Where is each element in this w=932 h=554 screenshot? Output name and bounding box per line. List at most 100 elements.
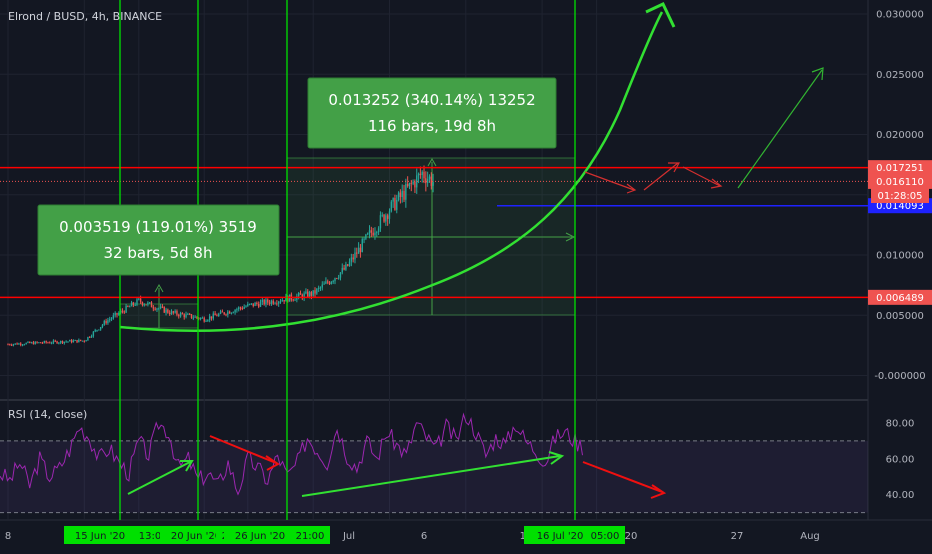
candle-body (397, 192, 400, 200)
candle-body (205, 320, 207, 322)
candle-body (232, 312, 234, 314)
candle-body (254, 302, 256, 307)
candle-body (14, 343, 16, 345)
candle-body (20, 343, 22, 345)
candle-body (261, 299, 264, 302)
candle-body (190, 314, 193, 318)
candle-body (49, 342, 51, 344)
annotation-1-line-2: 32 bars, 5d 8h (104, 244, 213, 262)
candle-body (92, 331, 95, 336)
candle-body (396, 199, 398, 210)
candle-body (167, 309, 169, 313)
candle-body (227, 311, 229, 315)
level-label-2: 0.014093 (876, 201, 924, 212)
candle-body (172, 311, 175, 313)
candle-body (30, 342, 33, 344)
time-badge-1 (64, 526, 136, 544)
measure-arrowhead-2h (565, 232, 576, 242)
candle-body (89, 336, 91, 338)
candle-body (7, 344, 9, 346)
candle-body (299, 293, 302, 295)
time-label-11: 05:00 (591, 531, 620, 542)
price-axis-label-2: 0.010000 (876, 251, 924, 262)
rsi-axis-label-1: 60.00 (886, 454, 915, 465)
candle-body (72, 340, 75, 343)
price-levels: 0.017251 0.016110 0.014093 0.006489 (0, 160, 932, 305)
candle-body (350, 257, 353, 262)
candle-body (212, 313, 214, 319)
candle-body (143, 304, 145, 306)
candle-body (132, 302, 135, 305)
candle-body (259, 301, 262, 307)
candle-body (247, 303, 249, 307)
candle-body (341, 267, 343, 273)
candle-body (277, 301, 280, 304)
candle-body (183, 314, 185, 318)
candle-body (130, 302, 133, 307)
axes: -0.0000000.0050000.0100000.0150000.02000… (5, 10, 926, 544)
time-label-2: 13:0 (139, 531, 161, 542)
candle-body (152, 307, 155, 309)
candle-body (41, 342, 44, 344)
candle-body (327, 281, 329, 283)
candle-body (268, 302, 271, 304)
time-label-3: 20 Jun '20 (171, 531, 221, 542)
candle-body (196, 316, 198, 318)
time-label-14: Aug (800, 531, 820, 542)
candle-body (410, 182, 412, 184)
rsi-arrowhead-1 (265, 455, 280, 471)
candle-body (303, 293, 305, 299)
candle-body (390, 201, 393, 212)
price-axis-label-6: 0.030000 (876, 10, 924, 21)
candle-body (332, 281, 334, 283)
annotation-box-2[interactable]: 0.013252 (340.14%) 13252 116 bars, 19d 8… (307, 77, 557, 149)
candle-body (203, 317, 205, 322)
drawings (119, 2, 824, 333)
candle-body (236, 309, 238, 311)
candle-body (147, 302, 149, 305)
candle-body (208, 316, 211, 320)
candle-body (78, 339, 80, 343)
candle-body (370, 230, 373, 233)
candle-body (50, 342, 53, 344)
rsi-arrow-3 (582, 461, 663, 493)
candle-body (107, 320, 109, 324)
price-axis-area[interactable] (868, 0, 932, 550)
candle-body (241, 308, 244, 310)
price-axis-label-0: -0.000000 (874, 371, 925, 382)
candle-body (263, 299, 265, 305)
annotation-box-1[interactable]: 0.003519 (119.01%) 3519 32 bars, 5d 8h (37, 204, 280, 276)
candle-body (199, 317, 202, 319)
candle-body (74, 339, 76, 341)
candle-body (65, 341, 67, 343)
candle-body (170, 311, 173, 315)
candle-body (412, 181, 414, 184)
candle-body (307, 291, 309, 297)
rsi-arrowhead-2 (548, 451, 565, 465)
candle-body (406, 184, 409, 187)
time-label-5: 26 Jun '20 (235, 531, 285, 542)
candle-body (328, 282, 331, 284)
candle-body (178, 314, 180, 317)
candle-body (210, 316, 213, 319)
annotation-2-line-2: 116 bars, 19d 8h (368, 117, 496, 135)
time-label-7: Jul (342, 531, 355, 542)
rsi-band (0, 440, 868, 513)
candle-body (194, 316, 196, 318)
red-projection-0 (584, 171, 635, 191)
candle-body (10, 344, 13, 346)
candle-body (58, 342, 60, 344)
candle-body (432, 182, 434, 186)
candle-body (32, 342, 35, 345)
candle-body (230, 312, 233, 314)
candle-body (221, 311, 224, 313)
candle-body (352, 257, 354, 260)
time-label-6: 21:00 (296, 531, 325, 542)
candle-body (116, 312, 118, 315)
candle-body (357, 247, 360, 254)
time-label-1: 15 Jun '20 (75, 531, 125, 542)
candle-body (348, 261, 351, 266)
candle-body (343, 267, 345, 270)
projection-arrow-up (737, 69, 823, 189)
